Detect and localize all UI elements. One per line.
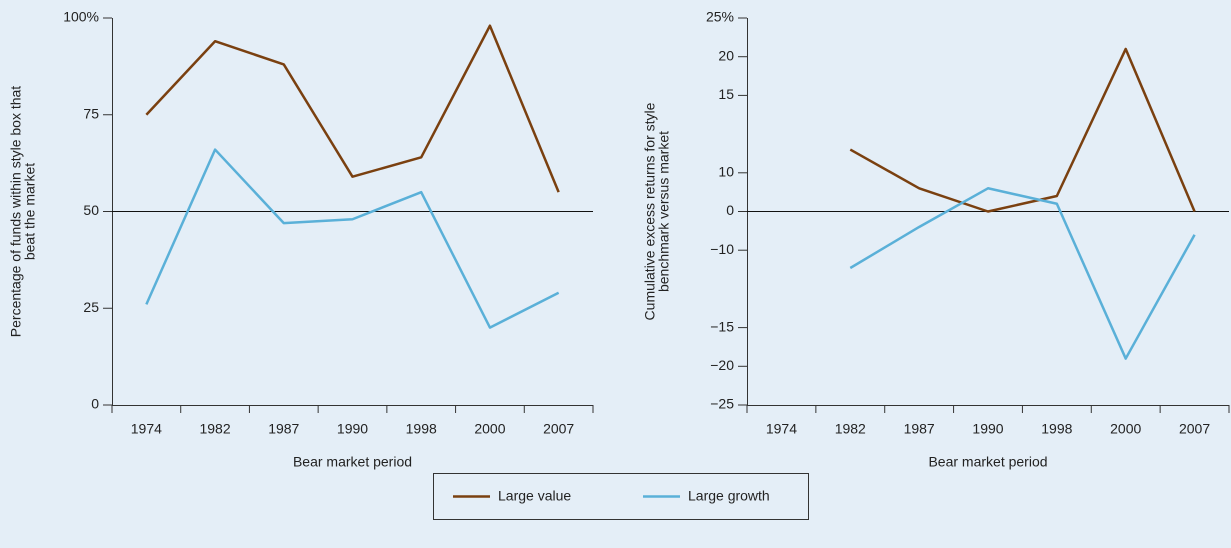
- y-axis-title: beat the market: [22, 163, 38, 260]
- x-tick-label: 1982: [835, 421, 866, 437]
- x-tick-label: 1974: [131, 421, 162, 437]
- legend-box: [433, 473, 809, 520]
- x-tick-label: 1990: [337, 421, 368, 437]
- y-tick-label: 25%: [706, 9, 734, 25]
- y-tick-label: 75: [83, 105, 99, 121]
- x-tick-label: 1990: [972, 421, 1003, 437]
- x-tick-label: 2000: [474, 421, 505, 437]
- x-tick-label: 1987: [268, 421, 299, 437]
- series-line: [145, 148, 560, 329]
- y-tick-label: −15: [710, 318, 734, 334]
- x-tick-label: 1998: [406, 421, 437, 437]
- y-tick-label: 15: [718, 86, 734, 102]
- series-line: [849, 47, 1196, 213]
- y-axis-title: benchmark versus market: [656, 131, 672, 292]
- y-tick-label: −20: [710, 357, 734, 373]
- y-tick-label: 0: [726, 202, 734, 218]
- x-tick-label: 2000: [1110, 421, 1141, 437]
- x-axis-title: Bear market period: [293, 454, 412, 470]
- x-tick-label: 1982: [199, 421, 230, 437]
- legend-label: Large value: [498, 488, 571, 504]
- legend-label: Large growth: [688, 488, 770, 504]
- y-tick-label: 0: [91, 396, 99, 412]
- x-tick-label: 2007: [543, 421, 574, 437]
- y-tick-label: 100%: [63, 9, 99, 25]
- y-tick-label: −25: [710, 396, 734, 412]
- x-tick-label: 1998: [1041, 421, 1072, 437]
- y-axis-title: Percentage of funds within style box tha…: [8, 86, 24, 337]
- x-tick-label: 2007: [1179, 421, 1210, 437]
- y-tick-label: 20: [718, 47, 734, 63]
- y-axis-title: Cumulative excess returns for style: [642, 102, 658, 320]
- x-tick-label: 1987: [904, 421, 935, 437]
- x-axis-title: Bear market period: [928, 454, 1047, 470]
- series-line: [849, 187, 1196, 360]
- y-tick-label: −10: [710, 241, 734, 257]
- series-line: [145, 24, 560, 193]
- y-tick-label: 25: [83, 299, 99, 315]
- x-tick-label: 1974: [766, 421, 797, 437]
- y-tick-label: 10: [718, 164, 734, 180]
- y-tick-label: 50: [83, 202, 99, 218]
